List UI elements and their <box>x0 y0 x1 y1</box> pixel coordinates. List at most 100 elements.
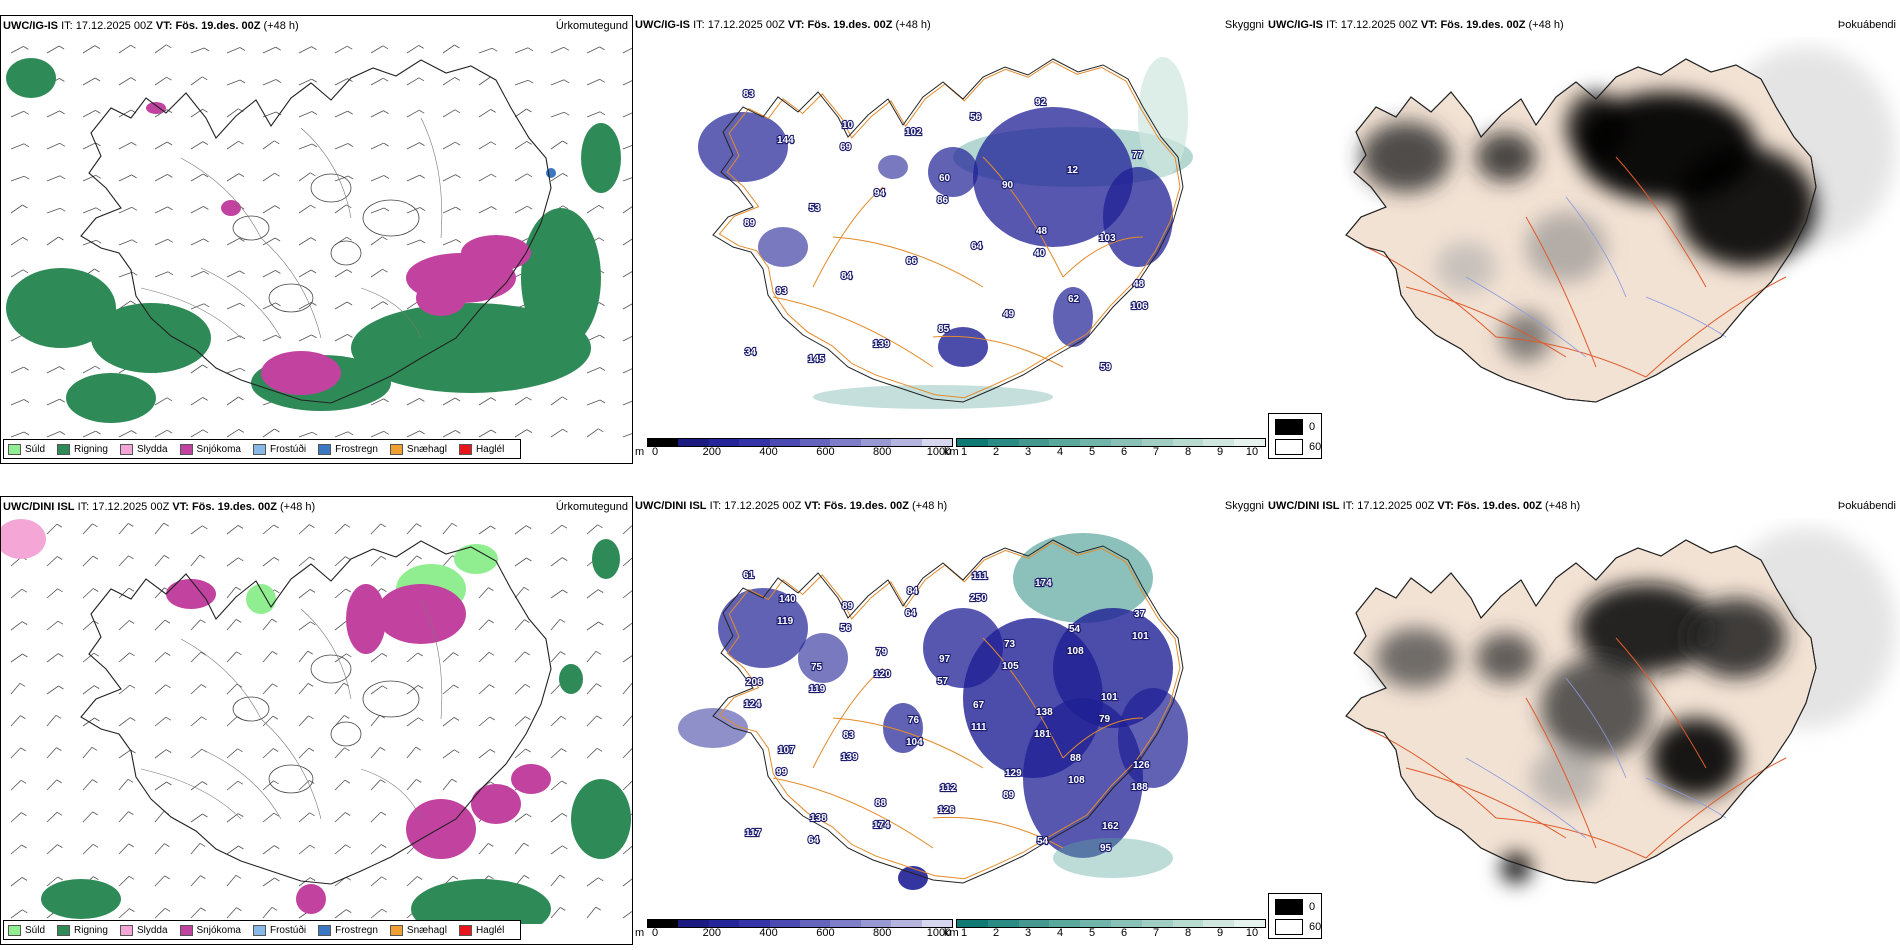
visibility-label: 101 <box>1101 692 1118 703</box>
colorbar-tick: 5 <box>1088 927 1096 939</box>
visibility-label: 92 <box>1035 97 1047 108</box>
fog-legend-row1: 0 60 <box>1268 413 1322 459</box>
legend-item-5: Frostregn <box>318 443 378 455</box>
precip-type-panel-row2: UWC/DINI ISL IT: 17.12.2025 00Z VT: Fös.… <box>0 496 633 945</box>
visibility-label: 79 <box>876 647 888 658</box>
panel-title: Úrkomutegund <box>555 20 628 32</box>
visibility-label: 85 <box>938 324 950 335</box>
visibility-label: 64 <box>808 835 820 846</box>
legend-item-1: Rigning <box>57 443 108 455</box>
visibility-label: 53 <box>809 203 821 214</box>
colorbar-tick: 3 <box>1024 927 1032 939</box>
visibility-label: 54 <box>1069 624 1081 635</box>
visibility-label: 77 <box>1132 150 1144 161</box>
roads <box>718 60 1181 399</box>
precip-areas <box>1 519 631 924</box>
legend-label: Frostregn <box>335 924 378 936</box>
visibility-label: 126 <box>1133 760 1150 771</box>
legend-item-7: Haglél <box>458 443 504 455</box>
colorbar-tick: 800 <box>873 927 892 939</box>
colorbar-tick: 8 <box>1184 446 1192 458</box>
colorbar-ticks: 0 200 400 600 800 1000 <box>647 446 951 458</box>
colorbar-tick: 400 <box>759 927 778 939</box>
visibility-panel-row1: UWC/IG-IS IT: 17.12.2025 00Z VT: Fös. 19… <box>633 15 1266 464</box>
legend-swatch <box>458 443 472 455</box>
colorbar-unit: km <box>944 927 959 939</box>
visibility-label: 37 <box>1134 609 1146 620</box>
visibility-label: 64 <box>971 241 983 252</box>
colorbar-tick: 1 <box>960 927 968 939</box>
panel-title: Skyggni <box>1224 19 1264 31</box>
legend-swatch <box>8 443 21 455</box>
visibility-label: 69 <box>840 142 852 153</box>
legend-swatch <box>119 443 133 455</box>
colorbar-swatches <box>647 919 953 928</box>
panel-header: UWC/IG-IS IT: 17.12.2025 00Z VT: Fös. 19… <box>3 20 299 32</box>
legend-swatch <box>252 443 266 455</box>
visibility-label: 60 <box>939 173 951 184</box>
precip-legend: Súld Rigning Slydda Snjókoma Frostúði Frostre… <box>3 920 522 940</box>
visibility-label: 126 <box>938 805 955 816</box>
visibility-label: 138 <box>1036 707 1053 718</box>
visibility-label: 111 <box>972 571 988 582</box>
precip-type-panel-row1: UWC/IG-IS IT: 17.12.2025 00Z VT: Fös. 19… <box>0 15 633 464</box>
legend-label: Frostregn <box>335 443 378 455</box>
legend-swatch <box>252 924 266 936</box>
legend-item-3: Snjókoma <box>179 924 241 936</box>
legend-label: Snæhagl <box>406 443 447 455</box>
visibility-label: 145 <box>808 354 825 365</box>
legend-label: Slydda <box>136 443 168 455</box>
colorbar-tick: 800 <box>873 446 892 458</box>
legend-swatch <box>458 924 472 936</box>
visibility-label: 102 <box>905 127 922 138</box>
visibility-label: 89 <box>1003 790 1015 801</box>
visibility-label: 108 <box>1068 775 1085 786</box>
legend-item-0: Súld <box>8 924 46 936</box>
low-visibility-areas <box>698 57 1193 409</box>
legend-swatch <box>119 924 133 936</box>
visibility-label: 112 <box>940 783 957 794</box>
panel-header: UWC/DINI ISL IT: 17.12.2025 00Z VT: Fös.… <box>1268 500 1581 512</box>
colorbar-unit: m <box>635 927 645 939</box>
colorbar-tick: 2 <box>992 446 1000 458</box>
legend-label: Súld <box>25 924 46 936</box>
fog-swatch-white <box>1275 439 1303 455</box>
visibility-label: 105 <box>1002 661 1019 672</box>
colorbar-tick: 4 <box>1056 446 1064 458</box>
visibility-label: 119 <box>809 684 826 695</box>
legend-item-6: Snæhagl <box>389 924 447 936</box>
low-visibility-areas <box>678 533 1188 890</box>
visibility-label: 59 <box>1100 362 1112 373</box>
visibility-label: 67 <box>973 700 985 711</box>
visibility-label: 181 <box>1034 729 1051 740</box>
coastline <box>80 59 552 404</box>
legend-item-4: Frostúði <box>252 924 306 936</box>
visibility-label: 119 <box>777 616 794 627</box>
legend-label: Slydda <box>136 924 168 936</box>
visibility-label: 93 <box>776 286 788 297</box>
precip-map <box>6 44 632 438</box>
legend-item-5: Frostregn <box>318 924 378 936</box>
fog-areas <box>1376 583 1786 883</box>
colorbar-tick: 9 <box>1216 927 1224 939</box>
visibility-label: 79 <box>1099 714 1111 725</box>
visibility-label: 88 <box>875 798 887 809</box>
rivers <box>1465 677 1727 839</box>
panel-title: Skyggni <box>1224 500 1264 512</box>
ceiling-colorbar: m 0 200 400 600 800 1000 <box>635 919 955 941</box>
colorbar-tick: 400 <box>759 446 778 458</box>
precip-areas <box>6 58 621 423</box>
legend-swatch <box>179 924 193 936</box>
colorbar-tick: 600 <box>816 446 835 458</box>
visibility-label: 117 <box>745 828 762 839</box>
fog-map <box>1345 47 1896 403</box>
colorbar-tick: 200 <box>702 446 721 458</box>
legend-label: Rigning <box>74 443 108 455</box>
visibility-label: 139 <box>841 752 858 763</box>
visibility-label: 206 <box>746 677 763 688</box>
colorbar-tick: 8 <box>1184 927 1192 939</box>
fog-swatch-black <box>1275 419 1303 435</box>
fog-legend-row2: 0 60 <box>1268 893 1322 939</box>
legend-label: Snjókoma <box>196 924 241 936</box>
visibility-label: 86 <box>937 195 949 206</box>
